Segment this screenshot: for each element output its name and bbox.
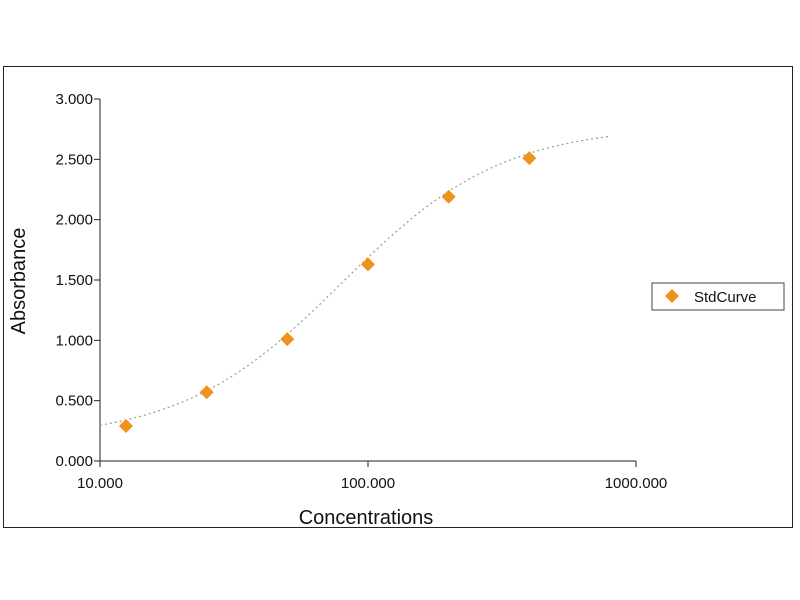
x-tick-label: 1000.000	[605, 475, 668, 492]
legend-label-stdcurve: StdCurve	[694, 289, 757, 306]
legend-marker	[665, 289, 679, 303]
data-point	[280, 332, 295, 347]
x-tick-label: 10.000	[77, 475, 123, 492]
data-points	[118, 151, 537, 434]
x-axis-title: Concentrations	[299, 507, 434, 529]
data-point	[118, 419, 133, 434]
fit-curve	[99, 135, 611, 426]
legend: StdCurve	[651, 282, 785, 311]
y-tick-label: 3.000	[55, 91, 93, 108]
data-point	[361, 257, 375, 272]
y-tick-label: 2.500	[55, 151, 93, 168]
legend-box	[651, 282, 785, 311]
y-tick-label: 1.000	[55, 332, 93, 349]
axis-ticks: 0.000 0.500 1.000 1.500 2.000 2.500 3.000 10.00…	[55, 91, 667, 492]
axes	[99, 99, 636, 462]
fit-curve-group	[99, 135, 611, 426]
data-point	[441, 189, 456, 204]
x-tick-label: 100.000	[341, 475, 395, 492]
data-point	[522, 151, 537, 166]
y-tick-label: 0.000	[55, 453, 93, 470]
y-tick-label: 0.500	[55, 393, 93, 410]
y-axis-title: Absorbance	[8, 228, 30, 335]
y-tick-label: 2.000	[55, 212, 93, 229]
y-tick-label: 1.500	[55, 272, 93, 289]
data-point	[199, 385, 214, 400]
